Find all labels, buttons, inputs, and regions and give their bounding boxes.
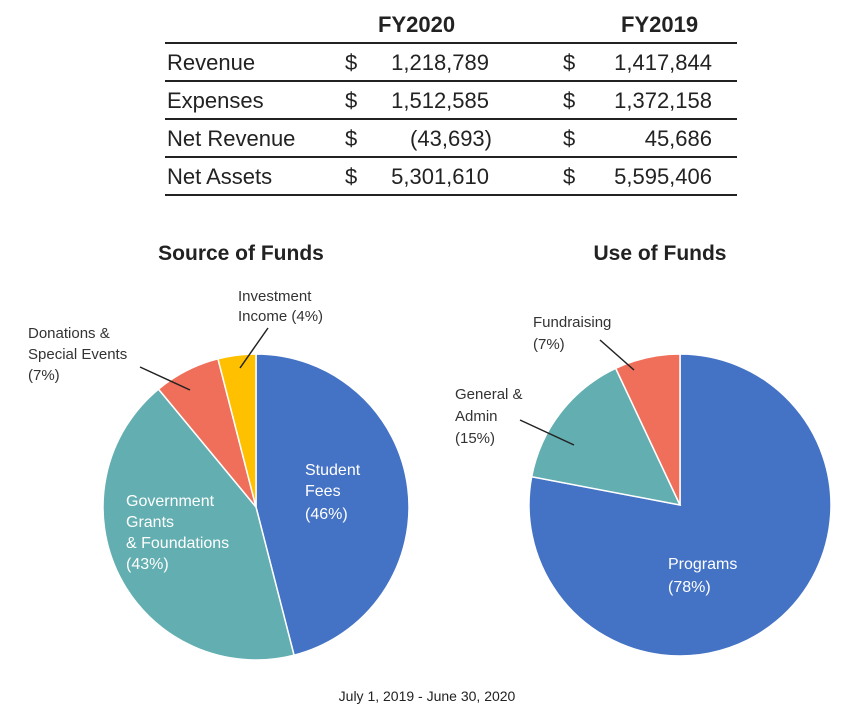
currency-symbol: $	[345, 50, 358, 75]
value-fy2020: 5,301,610	[391, 164, 489, 189]
pie-slices	[528, 353, 832, 657]
slice-label-student-fees: Student Fees (46%)	[305, 462, 365, 523]
slice-label-fundraising: Fundraising (7%)	[533, 314, 616, 353]
currency-symbol: $	[345, 88, 358, 113]
value-fy2019: 1,372,158	[614, 88, 712, 113]
leader-line	[239, 327, 269, 369]
currency-symbol: $	[345, 126, 358, 151]
pie-slice-3	[217, 353, 257, 508]
currency-symbol: $	[563, 126, 576, 151]
table-row-net-revenue: Net Revenue $ (43,693) $ 45,686	[165, 120, 737, 158]
currency-symbol: $	[563, 50, 576, 75]
slice-label-donations: Donations & Special Events (7%)	[28, 325, 131, 384]
slice-label-government-grants: Government Grants & Foundations (43%)	[126, 493, 234, 573]
chart-title: Use of Funds	[593, 242, 726, 265]
fiscal-period-footnote: July 1, 2019 - June 30, 2020	[338, 688, 516, 704]
table-row-revenue: Revenue $ 1,218,789 $ 1,417,844	[165, 44, 737, 82]
value-fy2019: 1,417,844	[614, 50, 712, 75]
leader-line	[139, 366, 191, 391]
currency-symbol: $	[563, 164, 576, 189]
value-fy2019: 5,595,406	[614, 164, 712, 189]
financial-summary-table: FY2020 FY2019 Revenue $ 1,218,789 $ 1,41…	[165, 8, 737, 196]
value-fy2019: 45,686	[644, 126, 712, 151]
leader-line	[599, 339, 635, 371]
currency-symbol: $	[563, 88, 576, 113]
row-label: Net Assets	[167, 164, 273, 189]
value-fy2020: (43,693)	[410, 126, 492, 151]
pie-slice-1	[102, 388, 295, 661]
value-fy2020: 1,218,789	[391, 50, 489, 75]
leader-line	[519, 419, 575, 446]
row-label: Net Revenue	[167, 126, 296, 151]
source-of-funds-chart: Source of Funds Student Fees (46%) Gover…	[28, 242, 410, 661]
currency-symbol: $	[345, 164, 358, 189]
pie-slice-1	[530, 367, 682, 507]
slice-label-programs: Programs (78%)	[668, 556, 742, 596]
table-row-expenses: Expenses $ 1,512,585 $ 1,372,158	[165, 82, 737, 120]
slice-label-investment-income: Investment Income (4%)	[238, 288, 323, 325]
slice-label-general-admin: General & Admin (15%)	[455, 386, 527, 447]
column-header-fy2020: FY2020	[378, 12, 456, 37]
pie-slice-0	[255, 353, 410, 657]
value-fy2020: 1,512,585	[391, 88, 489, 113]
chart-title: Source of Funds	[158, 242, 324, 265]
column-header-fy2019: FY2019	[621, 12, 699, 37]
table-row-net-assets: Net Assets $ 5,301,610 $ 5,595,406	[165, 158, 737, 196]
pie-slice-0	[528, 353, 832, 657]
table-header: FY2020 FY2019	[165, 8, 737, 44]
row-label: Expenses	[167, 88, 264, 113]
use-of-funds-chart: Use of Funds Programs (78%) General & Ad…	[455, 242, 832, 657]
pie-slice-2	[614, 353, 681, 506]
pie-slices	[102, 353, 410, 661]
row-label: Revenue	[167, 50, 256, 75]
